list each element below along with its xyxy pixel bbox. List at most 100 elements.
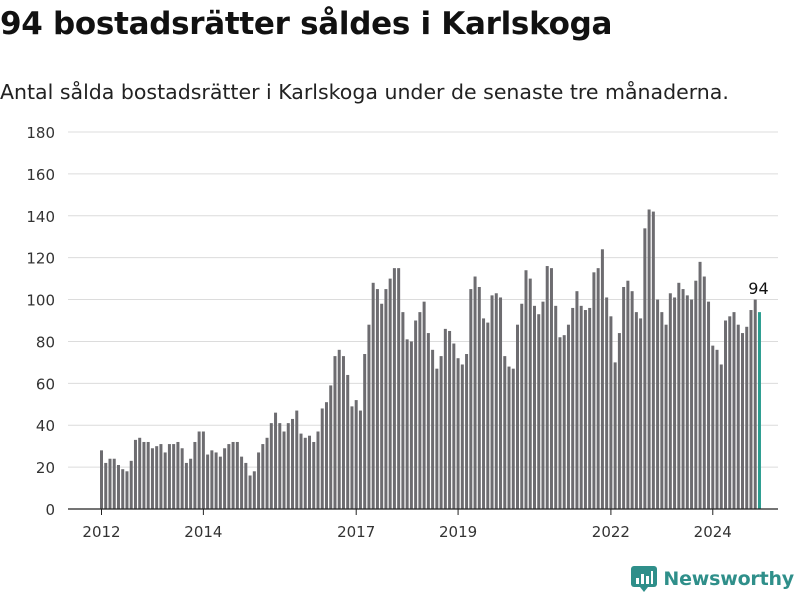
bar: [698, 261, 702, 509]
bar: [724, 320, 728, 509]
bar: [375, 289, 379, 509]
bar: [358, 410, 362, 509]
bar: [639, 318, 643, 509]
x-tick-label: 2024: [694, 523, 732, 541]
bar: [532, 305, 536, 509]
bar: [269, 423, 273, 509]
bar: [673, 297, 677, 509]
bar: [609, 316, 613, 509]
bar: [571, 307, 575, 509]
bar: [677, 282, 681, 509]
bar: [380, 303, 384, 509]
x-tick-label: 2022: [592, 523, 630, 541]
bar: [189, 458, 193, 509]
bar: [711, 345, 715, 509]
bar: [210, 450, 214, 509]
brand-name: Newsworthy: [663, 568, 794, 590]
y-tick-label: 120: [26, 250, 55, 268]
bar: [499, 297, 503, 509]
y-tick-label: 0: [45, 501, 55, 519]
x-tick-label: 2019: [439, 523, 477, 541]
bar: [167, 444, 171, 509]
bar: [605, 297, 609, 509]
bar: [176, 441, 180, 509]
bar: [240, 456, 244, 509]
bar: [566, 324, 570, 509]
bar: [422, 301, 426, 509]
bar: [626, 280, 630, 509]
bar: [388, 278, 392, 509]
bar: [668, 293, 672, 509]
bar: [558, 337, 562, 509]
bar: [257, 452, 261, 509]
bar: [707, 301, 711, 509]
bar: [392, 268, 396, 509]
x-tick-label: 2017: [337, 523, 375, 541]
bar: [409, 341, 413, 509]
bar: [341, 356, 345, 509]
bar: [630, 291, 634, 509]
bar: [214, 452, 218, 509]
bar: [520, 303, 524, 509]
bar: [452, 343, 456, 509]
bar: [184, 462, 188, 509]
bar: [397, 268, 401, 509]
bar: [401, 312, 405, 509]
bar: [180, 448, 184, 509]
bar: [295, 410, 299, 509]
bar: [431, 349, 435, 509]
bar: [664, 324, 668, 509]
bar: [201, 431, 205, 509]
newsworthy-logo-icon: [631, 566, 658, 592]
bar: [108, 458, 112, 509]
bar: [414, 320, 418, 509]
y-tick-label: 160: [26, 166, 55, 184]
bar: [643, 228, 647, 509]
bar: [507, 366, 511, 509]
bar: [138, 437, 142, 509]
bar: [715, 349, 719, 509]
bar: [354, 400, 358, 509]
bar: [384, 289, 388, 509]
bar: [163, 452, 167, 509]
bar: [350, 406, 354, 509]
bar: [104, 462, 108, 509]
bar: [694, 280, 698, 509]
x-tick-label: 2012: [82, 523, 120, 541]
bar: [528, 278, 532, 509]
y-tick-label: 140: [26, 208, 55, 226]
bar: [660, 312, 664, 509]
bar: [125, 471, 129, 509]
bar: [426, 333, 430, 509]
bar: [613, 362, 617, 509]
bar: [469, 289, 473, 509]
bar: [456, 358, 460, 509]
bar: [206, 454, 210, 509]
bar: [745, 326, 749, 509]
bar: [227, 444, 231, 509]
highlight-value-label: 94: [748, 279, 768, 298]
bar: [337, 349, 341, 509]
bar: [100, 450, 103, 509]
bar: [596, 268, 600, 509]
bar: [579, 305, 583, 509]
bar: [244, 462, 248, 509]
bar: [312, 441, 316, 509]
bar: [685, 295, 689, 509]
bar: [159, 444, 163, 509]
y-tick-label: 80: [36, 333, 55, 351]
bar: [333, 356, 337, 509]
bar: [252, 471, 256, 509]
bar: [622, 286, 626, 509]
y-tick-label: 100: [26, 292, 55, 310]
bar: [647, 209, 651, 509]
bar: [129, 460, 133, 509]
bar: [316, 431, 320, 509]
bar: [681, 289, 685, 509]
bar: [562, 335, 566, 509]
bar: [575, 291, 579, 509]
bar: [329, 385, 333, 509]
bar: [367, 324, 371, 509]
bar: [732, 312, 736, 509]
